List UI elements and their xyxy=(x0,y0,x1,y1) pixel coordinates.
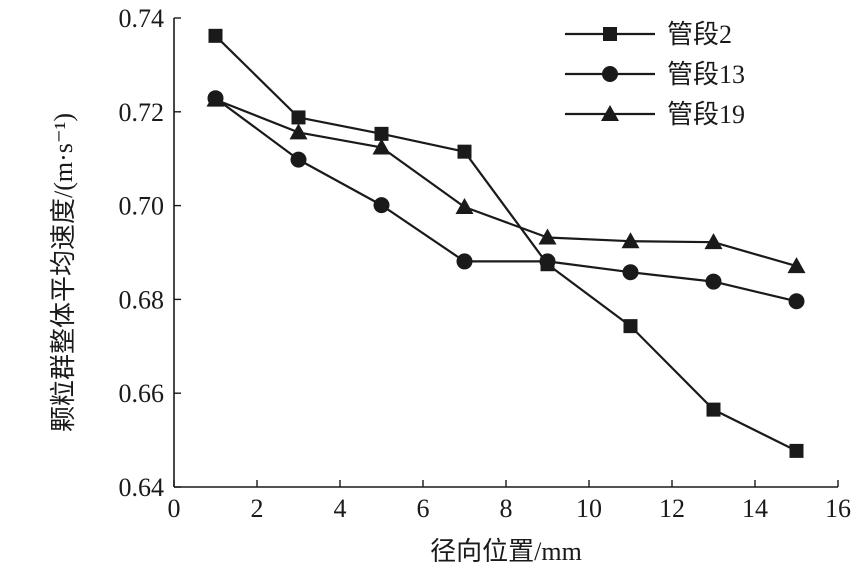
plot-area xyxy=(206,28,806,458)
x-tick-label: 0 xyxy=(168,494,181,523)
data-point-square xyxy=(291,110,306,125)
data-point-triangle xyxy=(621,232,640,249)
y-tick-label: 0.66 xyxy=(119,379,165,408)
data-point-circle xyxy=(539,253,556,270)
y-tick-label: 0.68 xyxy=(119,285,165,314)
legend-label: 管段2 xyxy=(667,20,732,49)
data-point-circle xyxy=(290,151,307,168)
x-tick-label: 8 xyxy=(500,494,513,523)
y-tick-label: 0.72 xyxy=(119,98,165,127)
series-circle xyxy=(207,90,805,310)
y-tick-label: 0.74 xyxy=(119,4,165,33)
series-line-square xyxy=(214,35,797,452)
series-triangle xyxy=(206,90,806,274)
y-axis-title: 颗粒群整体平均速度/(m·s⁻¹) xyxy=(49,113,78,432)
y-tick-label: 0.64 xyxy=(119,473,165,502)
data-point-square xyxy=(374,126,389,141)
series-square xyxy=(208,28,804,458)
x-ticks: 0 2 4 6 8 10 12 14 16 xyxy=(168,480,851,523)
legend: 管段2 管段13 管段19 xyxy=(565,20,745,129)
data-point-triangle xyxy=(704,233,723,250)
data-point-circle xyxy=(622,264,639,281)
x-tick-label: 2 xyxy=(251,494,264,523)
legend-marker-square xyxy=(603,27,617,41)
data-point-triangle xyxy=(372,138,391,155)
x-tick-label: 16 xyxy=(825,494,851,523)
data-point-circle xyxy=(373,197,390,214)
data-point-circle xyxy=(705,273,722,290)
legend-item: 管段2 xyxy=(565,20,732,49)
x-axis-title: 径向位置/mm xyxy=(430,537,582,566)
data-point-square xyxy=(208,28,223,43)
y-tick-label: 0.70 xyxy=(119,192,165,221)
x-tick-label: 6 xyxy=(417,494,430,523)
data-point-circle xyxy=(788,293,805,310)
y-ticks: 0.64 0.66 0.68 0.70 0.72 0.74 xyxy=(119,4,181,502)
data-point-circle xyxy=(456,253,473,270)
data-point-triangle xyxy=(455,198,474,215)
data-point-triangle xyxy=(538,228,557,245)
data-point-square xyxy=(457,144,472,159)
series-line-circle xyxy=(214,97,797,303)
series-line-triangle xyxy=(215,98,797,268)
x-tick-label: 4 xyxy=(334,494,347,523)
x-tick-label: 12 xyxy=(659,494,685,523)
data-point-triangle xyxy=(206,90,225,107)
x-tick-label: 14 xyxy=(742,494,768,523)
data-point-triangle xyxy=(289,123,308,140)
legend-marker-triangle xyxy=(601,105,619,121)
legend-item: 管段13 xyxy=(565,60,745,89)
legend-label: 管段13 xyxy=(667,60,745,89)
data-point-square xyxy=(706,402,721,417)
legend-label: 管段19 xyxy=(667,100,745,129)
data-point-square xyxy=(623,319,638,334)
data-point-square xyxy=(789,443,804,458)
legend-item: 管段19 xyxy=(565,100,745,129)
data-point-triangle xyxy=(787,257,806,274)
x-tick-label: 10 xyxy=(576,494,602,523)
legend-marker-circle xyxy=(602,66,618,82)
